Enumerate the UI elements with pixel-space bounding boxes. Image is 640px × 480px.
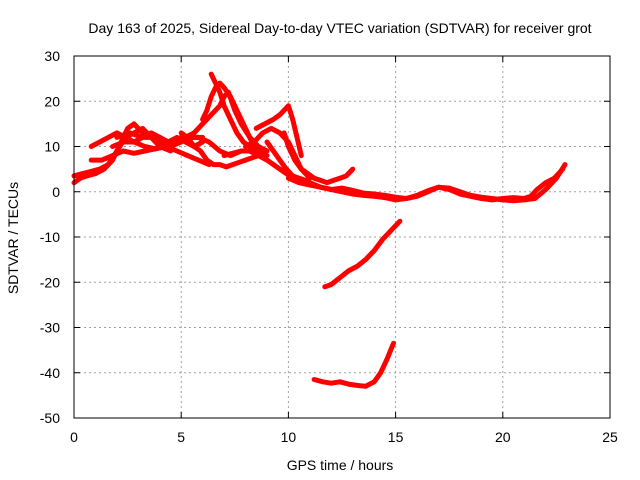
- series-line-s6: [114, 130, 206, 145]
- x-axis-label: GPS time / hours: [287, 457, 394, 473]
- series-line-s13: [253, 103, 304, 159]
- y-tick-label: -10: [40, 229, 60, 245]
- series-line-s10: [183, 89, 270, 154]
- series-line-s17: [296, 162, 568, 204]
- x-tick-label: 0: [70, 429, 78, 445]
- series-line-s16: [285, 166, 566, 203]
- y-tick-label: 10: [44, 139, 60, 155]
- series-line-s7: [178, 130, 261, 170]
- y-tick-label: 20: [44, 93, 60, 109]
- x-tick-label: 5: [177, 429, 185, 445]
- series-layer: [71, 71, 568, 389]
- ticks: [73, 55, 611, 419]
- x-tick-label: 20: [495, 429, 511, 445]
- series-line-s18: [322, 218, 403, 290]
- y-tick-label: 30: [44, 48, 60, 64]
- x-tick-labels: 0 5 10 15 20 25: [70, 429, 618, 445]
- y-tick-labels: -50 -40 -30 -20 -10 0 10 20 30: [40, 48, 60, 426]
- x-tick-label: 15: [388, 429, 404, 445]
- y-tick-label: -20: [40, 274, 60, 290]
- y-tick-label: 0: [52, 184, 60, 200]
- grid: [74, 56, 610, 418]
- x-tick-label: 25: [602, 429, 618, 445]
- y-axis-label: SDTVAR / TECUs: [5, 182, 21, 294]
- chart-title: Day 163 of 2025, Sidereal Day-to-day VTE…: [88, 20, 591, 36]
- y-tick-label: -40: [40, 365, 60, 381]
- x-tick-label: 10: [281, 429, 297, 445]
- y-tick-label: -30: [40, 320, 60, 336]
- series-line-s9: [208, 71, 270, 159]
- series-line-s15: [281, 130, 356, 186]
- series-line-s19: [311, 340, 396, 389]
- series-line-s5: [110, 134, 244, 159]
- y-tick-label: -50: [40, 410, 60, 426]
